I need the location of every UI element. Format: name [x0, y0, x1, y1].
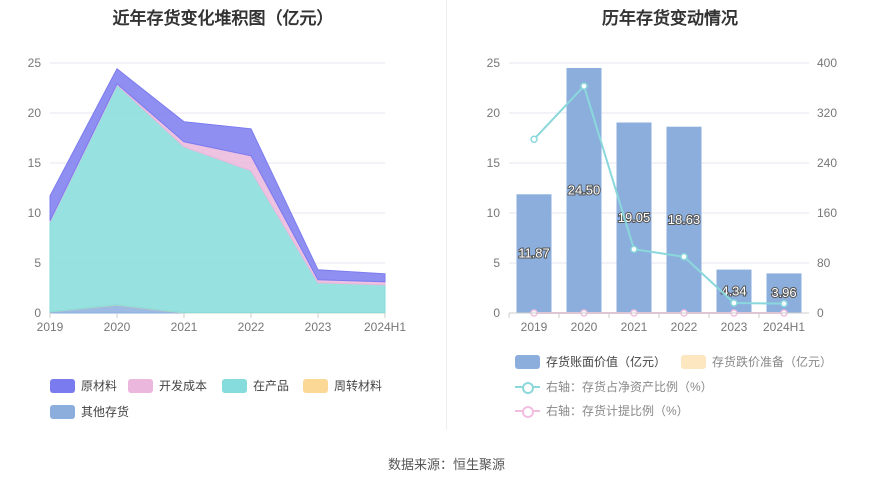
stacked-area-chart-panel: 近年存货变化堆积图（亿元） 0 5 10 15 20 25 2019 2020 2021 2022… [0, 0, 446, 440]
panel-divider [446, 0, 447, 430]
bar-data-label: 4.34 [721, 283, 746, 298]
bar-book-value [666, 126, 702, 313]
legend-swatch [681, 354, 706, 369]
line-point [530, 135, 538, 143]
legend-item[interactable]: 在产品 [222, 377, 289, 394]
legend-label: 存货账面价值（亿元） [546, 355, 667, 369]
legend-item[interactable]: 存货账面价值（亿元） [515, 353, 666, 370]
legend-label: 在产品 [253, 379, 290, 393]
legend-label: 右轴：存货计提比例（%） [546, 404, 689, 418]
x-tick-label: 2024H1 [763, 320, 805, 334]
inventory-bar-line-chart: 051015202508016024032040011.8724.5019.05… [487, 56, 838, 334]
y-tick-label: 20 [487, 106, 501, 120]
y2-tick-label: 160 [817, 206, 837, 220]
legend-swatch [50, 404, 75, 419]
x-tick-label: 2023 [721, 320, 748, 334]
y-tick-label: 15 [28, 156, 42, 170]
x-tick-label: 2019 [37, 320, 64, 334]
y-tick-label: 0 [34, 306, 41, 320]
y-tick-label: 20 [28, 106, 42, 120]
y2-tick-label: 320 [817, 106, 837, 120]
x-tick-label: 2021 [171, 320, 198, 334]
y-tick-label: 5 [34, 256, 41, 270]
inventory-change-chart-panel: 历年存货变动情况 0 5 10 15 20 25 0 80 160 240 320 400 11.87 2… [447, 0, 893, 440]
line-point [680, 253, 688, 261]
y2-tick-label: 400 [817, 56, 837, 70]
bar-data-label: 11.87 [518, 246, 550, 261]
y-tick-label: 25 [28, 56, 42, 70]
legend-item[interactable]: 右轴：存货计提比例（%） [515, 402, 689, 419]
legend-swatch [50, 378, 75, 393]
legend-item[interactable]: 周转材料 [303, 377, 382, 394]
y-tick-label: 25 [487, 56, 501, 70]
data-source-note: 数据来源：恒生聚源 [387, 457, 505, 472]
legend-swatch [303, 378, 328, 393]
x-tick-label: 2024H1 [364, 320, 406, 334]
bar-data-label: 3.96 [771, 285, 796, 300]
legend-item[interactable]: 其他存货 [50, 403, 129, 420]
legend-item[interactable]: 开发成本 [128, 377, 207, 394]
legend-item[interactable]: 右轴：存货占净资产比例（%） [515, 378, 713, 395]
x-tick-label: 2022 [671, 320, 698, 334]
legend-label: 原材料 [81, 379, 118, 393]
x-tick-label: 2020 [104, 320, 131, 334]
right-chart-title: 历年存货变动情况 [602, 9, 738, 29]
line-series-2 [533, 84, 785, 305]
line-point [630, 245, 638, 253]
legend-label: 其他存货 [81, 405, 130, 419]
legend-label: 存货跌价准备（亿元） [712, 355, 833, 369]
left-chart-title: 近年存货变化堆积图（亿元） [112, 9, 334, 29]
line-point [780, 299, 788, 308]
y-tick-label: 5 [493, 256, 500, 270]
y2-tick-label: 80 [817, 256, 831, 270]
area-series-0 [49, 68, 386, 283]
legend-swatch [222, 378, 247, 393]
legend-item[interactable]: 原材料 [50, 377, 117, 394]
x-tick-label: 2020 [571, 320, 598, 334]
y2-tick-label: 240 [817, 156, 837, 170]
legend-swatch [515, 380, 540, 394]
y-tick-label: 10 [487, 206, 501, 220]
y2-tick-label: 0 [817, 306, 824, 320]
legend-item[interactable]: 存货跌价准备（亿元） [681, 353, 832, 370]
x-tick-label: 2023 [305, 320, 332, 334]
legend-label: 周转材料 [334, 379, 383, 393]
y-tick-label: 15 [487, 156, 501, 170]
bar-data-label: 18.63 [668, 212, 701, 227]
x-tick-label: 2019 [521, 320, 548, 334]
x-tick-label: 2022 [238, 320, 265, 334]
bar-book-value [566, 68, 602, 313]
bar-book-value [516, 194, 552, 313]
line-point [580, 82, 588, 90]
stacked-area-chart: 0 5 10 15 20 25 2019 2020 2021 2022 2023 2024H1 [28, 56, 407, 334]
legend-swatch [128, 378, 153, 393]
bar-data-label: 24.50 [568, 183, 601, 198]
x-tick-label: 2021 [621, 320, 648, 334]
bar-book-value [616, 122, 652, 313]
legend-swatch [515, 404, 540, 418]
legend-label: 右轴：存货占净资产比例（%） [546, 380, 713, 394]
legend-label: 开发成本 [159, 379, 208, 393]
y-tick-label: 10 [28, 206, 42, 220]
line-point [730, 299, 738, 307]
y-tick-label: 0 [493, 306, 500, 320]
legend-swatch [515, 354, 540, 369]
